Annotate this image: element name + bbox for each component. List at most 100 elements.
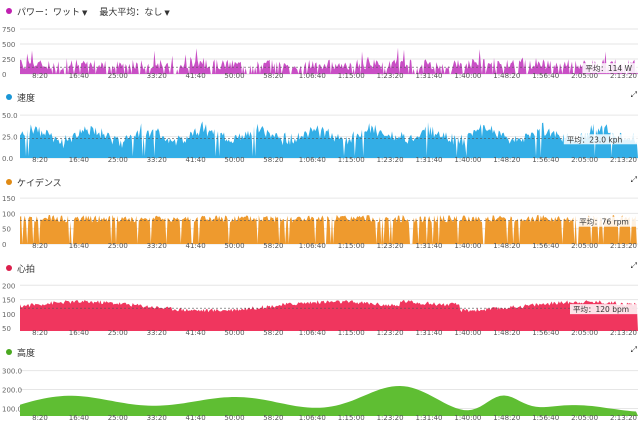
elevation-title: 高度	[17, 348, 36, 359]
x-tick-label: 16:40	[69, 414, 89, 422]
x-tick-label: 1:06:40	[299, 414, 326, 422]
x-tick-label: 50:00	[224, 156, 244, 164]
y-tick-label: 150	[2, 297, 15, 305]
x-tick-label: 1:56:40	[532, 414, 559, 422]
max-average-selector[interactable]: 最大平均：なし ▼	[99, 5, 169, 18]
average-label: 平均：76 rpm	[579, 217, 629, 227]
elevation-area	[20, 386, 638, 416]
x-tick-label: 25:00	[108, 329, 128, 337]
x-tick-label: 1:56:40	[532, 329, 559, 337]
power-panel: パワー：ワット ▼ 最大平均：なし ▼ 750 500 250 0 平均：114 W 8:20…	[0, 4, 640, 84]
y-tick-label: 100.0	[2, 405, 22, 413]
average-label-bg	[563, 134, 638, 145]
x-tick-label: 41:40	[186, 156, 206, 164]
y-tick-label: 25.0	[2, 134, 18, 142]
heart-rate-title: 心拍	[17, 264, 36, 275]
x-tick-label: 50:00	[224, 414, 244, 422]
x-tick-label: 1:40:00	[454, 156, 481, 164]
x-tick-label: 58:20	[263, 72, 283, 80]
expand-icon[interactable]: ⤢	[630, 175, 637, 184]
y-tick-label: 100	[2, 210, 15, 218]
x-tick-label: 58:20	[263, 329, 283, 337]
y-tick-label: 0.0	[2, 155, 13, 163]
x-tick-label: 25:00	[108, 242, 128, 250]
elevation-legend-dot	[6, 349, 12, 355]
x-tick-label: 1:15:00	[338, 414, 365, 422]
x-tick-label: 41:40	[186, 414, 206, 422]
series-hr	[20, 299, 638, 331]
cadence-legend-dot	[6, 179, 12, 185]
y-tick-label: 500	[2, 41, 15, 49]
x-tick-label: 41:40	[186, 242, 206, 250]
cadence-title: ケイデンス	[17, 178, 62, 189]
y-tick-label: 50.0	[2, 112, 18, 120]
y-tick-label: 150	[2, 195, 15, 203]
speed-legend-dot	[6, 94, 12, 100]
hr-area	[20, 299, 638, 331]
x-tick-label: 1:06:40	[299, 242, 326, 250]
x-tick-label: 2:13:20	[610, 72, 637, 80]
speed-title: 速度	[17, 93, 36, 104]
elevation-panel: 高度 ⤢ 300.0 200.0 100.0 8:20 16:40 25:00 33:20 4…	[0, 345, 640, 427]
x-tick-label: 1:15:00	[338, 156, 365, 164]
x-tick-label: 58:20	[263, 156, 283, 164]
expand-icon[interactable]: ⤢	[630, 261, 637, 270]
x-tick-label: 2:05:00	[571, 156, 598, 164]
heart-rate-header: 心拍	[6, 261, 35, 275]
x-tick-label: 1:23:20	[377, 72, 404, 80]
x-tick-label: 2:05:00	[571, 329, 598, 337]
x-tick-label: 1:31:40	[416, 72, 443, 80]
x-tick-label: 1:31:40	[416, 329, 443, 337]
x-tick-label: 1:15:00	[338, 329, 365, 337]
series-speed	[20, 121, 638, 158]
y-tick-label: 200.0	[2, 387, 22, 395]
x-tick-label: 2:05:00	[571, 242, 598, 250]
cadence-area	[20, 214, 638, 244]
power-chart[interactable]: 750 500 250 0 平均：114 W 8:20 16:40 25:00 33:20 41:…	[0, 18, 640, 84]
average-label: 平均：114 W	[585, 63, 632, 73]
y-tick-label: 50	[2, 325, 11, 333]
x-tick-label: 41:40	[186, 329, 206, 337]
x-tick-label: 41:40	[186, 72, 206, 80]
caret-down-icon: ▼	[82, 8, 88, 17]
x-tick-label: 8:20	[32, 156, 48, 164]
x-tick-label: 1:23:20	[377, 414, 404, 422]
max-average-label: 最大平均：なし	[99, 7, 163, 18]
elevation-chart[interactable]: 300.0 200.0 100.0 8:20 16:40 25:00 33:20 41:40 5…	[0, 359, 640, 427]
x-tick-label: 1:48:20	[493, 156, 520, 164]
x-tick-label: 16:40	[69, 72, 89, 80]
x-tick-label: 2:13:20	[610, 329, 637, 337]
x-tick-label: 1:23:20	[377, 329, 404, 337]
x-tick-label: 25:00	[108, 156, 128, 164]
heart-rate-panel: 心拍 ⤢ 200 150 100 50 平均：120 bpm 8:20 16:40 25:00…	[0, 261, 640, 341]
y-tick-label: 300.0	[2, 368, 22, 376]
x-tick-label: 16:40	[69, 156, 89, 164]
x-tick-label: 1:56:40	[532, 72, 559, 80]
x-tick-label: 8:20	[32, 72, 48, 80]
x-tick-label: 1:48:20	[493, 72, 520, 80]
x-tick-label: 1:40:00	[454, 414, 481, 422]
power-metric-selector[interactable]: パワー：ワット ▼	[17, 5, 87, 18]
heart-rate-chart[interactable]: 200 150 100 50 平均：120 bpm 8:20 16:40 25:00 33:20…	[0, 275, 640, 341]
heart-rate-legend-dot	[6, 265, 12, 271]
cadence-chart[interactable]: 150 100 50 0 平均：76 rpm 8:20 16:40 25:00 33:20 41:…	[0, 189, 640, 255]
x-tick-label: 1:48:20	[493, 414, 520, 422]
caret-down-icon: ▼	[164, 8, 170, 17]
x-tick-label: 1:06:40	[299, 156, 326, 164]
speed-chart[interactable]: 50.0 25.0 0.0 平均：23.0 kph 8:20 16:40 25:00 33:2…	[0, 104, 640, 170]
expand-icon[interactable]: ⤢	[630, 345, 637, 354]
series-power	[20, 47, 638, 74]
x-tick-label: 1:06:40	[299, 329, 326, 337]
expand-icon[interactable]: ⤢	[630, 90, 637, 99]
y-tick-label: 250	[2, 56, 15, 64]
y-tick-label: 0	[2, 241, 6, 249]
y-tick-label: 200	[2, 282, 15, 290]
x-tick-label: 2:13:20	[610, 414, 637, 422]
x-tick-label: 1:31:40	[416, 414, 443, 422]
x-tick-label: 58:20	[263, 242, 283, 250]
x-tick-label: 50:00	[224, 242, 244, 250]
average-label: 平均：23.0 kph	[567, 134, 623, 144]
x-tick-label: 33:20	[147, 242, 167, 250]
x-tick-label: 2:13:20	[610, 156, 637, 164]
x-tick-label: 16:40	[69, 242, 89, 250]
